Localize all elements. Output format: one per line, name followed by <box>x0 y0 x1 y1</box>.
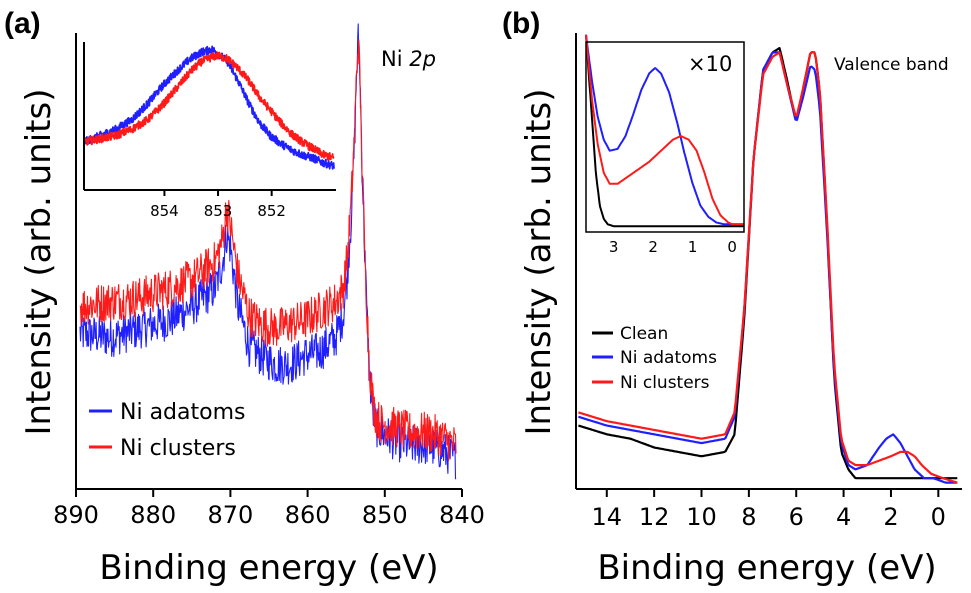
panel-a-inset-x-ticks: 854 853 852 <box>150 190 286 220</box>
panel-a-inset-x-tick-label: 854 <box>150 202 179 220</box>
panel-b-x-tick-label: 0 <box>931 503 946 531</box>
panel-b-inset: 3 2 1 0 ×10 <box>585 34 745 256</box>
panel-a-series-ni-adatoms <box>79 23 457 480</box>
panel-b-label: (b) <box>502 7 540 40</box>
legend-label-ni-adatoms-b: Ni adatoms <box>620 348 717 368</box>
panel-b-inset-frame <box>585 41 745 233</box>
panel-b-inset-annotation: ×10 <box>688 52 732 76</box>
panel-a-x-tick-label: 860 <box>285 501 331 529</box>
panel-b-x-tick-label: 8 <box>741 503 756 531</box>
panel-b-x-label: Binding energy (eV) <box>597 548 936 588</box>
panel-a-x-ticks: 890 880 870 860 850 840 <box>53 489 485 529</box>
panel-a-x-tick-label: 870 <box>207 501 253 529</box>
panel-a-x-tick-label: 840 <box>439 501 485 529</box>
panel-b-title: Valence band <box>834 55 949 75</box>
panel-b-inset-series-ni-adatoms <box>585 34 745 226</box>
panel-b-x-tick-label: 12 <box>639 503 670 531</box>
panel-a-inset-series-layer <box>83 45 335 170</box>
panel-b-inset-series-clean <box>585 34 745 228</box>
panel-a-series-ni-clusters <box>79 39 457 462</box>
panel-b-inset-x-tick-label: 0 <box>727 238 737 256</box>
panel-a-legend: Ni adatoms Ni clusters <box>89 400 245 461</box>
panel-b-x-tick-label: 10 <box>686 503 717 531</box>
panel-a-inset: 854 853 852 <box>83 42 336 220</box>
panel-a-y-label: Intensity (arb. units) <box>19 89 59 436</box>
panel-b-legend: Clean Ni adatoms Ni clusters <box>592 324 717 393</box>
panel-a-title-italic: 2p <box>409 47 436 71</box>
panel-b-y-label: Intensity (arb. units) <box>519 89 559 436</box>
panel-a-inset-x-tick-label: 853 <box>204 202 233 220</box>
panel-b-series-ni-clusters <box>578 51 958 484</box>
panel-b-x-tick-label: 14 <box>592 503 623 531</box>
panel-a: (a) 890 880 870 860 850 840 Ni 2p Intensity (… <box>4 7 485 588</box>
panel-b: (b) 14 12 10 8 6 4 2 0 Valence band Intensity (… <box>502 7 962 588</box>
legend-label-clean: Clean <box>620 324 668 344</box>
panel-a-inset-x-tick-label: 852 <box>257 202 286 220</box>
panel-a-x-tick-label: 850 <box>362 501 408 529</box>
panel-b-x-tick-label: 4 <box>836 503 851 531</box>
panel-a-title: Ni 2p <box>381 47 436 71</box>
legend-label-ni-clusters: Ni clusters <box>120 436 236 461</box>
panel-a-x-tick-label: 880 <box>130 501 176 529</box>
panel-a-label: (a) <box>4 7 41 40</box>
panel-b-inset-series-layer <box>585 34 745 228</box>
legend-label-ni-clusters-b: Ni clusters <box>620 373 710 393</box>
panel-b-x-tick-label: 6 <box>789 503 804 531</box>
panel-a-x-label: Binding energy (eV) <box>99 548 438 588</box>
panel-b-inset-x-tick-label: 3 <box>609 238 619 256</box>
panel-b-inset-x-tick-label: 2 <box>648 238 658 256</box>
panel-a-inset-series-ni-adatoms <box>83 45 335 170</box>
panel-a-inset-series-ni-clusters <box>83 51 335 161</box>
panel-a-x-tick-label: 890 <box>53 501 99 529</box>
panel-a-series-layer <box>79 23 457 480</box>
legend-label-ni-adatoms: Ni adatoms <box>120 400 245 425</box>
panel-b-inset-series-ni-clusters <box>585 34 745 226</box>
panel-b-inset-x-tick-label: 1 <box>688 238 698 256</box>
panel-b-series-ni-adatoms <box>578 51 958 484</box>
panel-b-inset-background <box>586 42 744 232</box>
panel-b-inset-x-ticks: 3 2 1 0 <box>609 238 737 256</box>
panel-a-title-main: Ni <box>381 47 403 71</box>
panel-b-x-ticks: 14 12 10 8 6 4 2 0 <box>592 489 946 531</box>
panel-b-series-layer <box>578 47 958 484</box>
panel-b-x-tick-label: 2 <box>883 503 898 531</box>
